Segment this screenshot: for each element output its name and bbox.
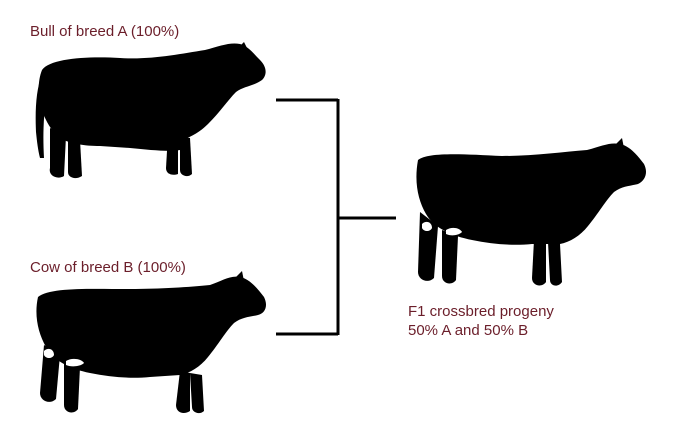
progeny-label-line1: F1 crossbred progeny — [408, 303, 554, 320]
cow-label: Cow of breed B (100%) — [30, 259, 186, 276]
bull-label: Bull of breed A (100%) — [30, 23, 180, 40]
crossbred-calf-silhouette-icon — [416, 138, 646, 286]
progeny-label-line2: 50% A and 50% B — [408, 322, 529, 339]
cow-silhouette-icon — [36, 271, 266, 414]
bull-silhouette-icon — [35, 42, 266, 179]
progeny-label: F1 crossbred progeny 50% A and 50% B — [408, 302, 554, 340]
